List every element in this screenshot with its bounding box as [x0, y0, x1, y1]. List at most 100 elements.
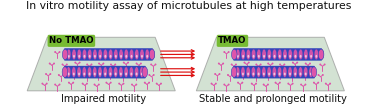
- Circle shape: [118, 52, 120, 54]
- Ellipse shape: [135, 67, 139, 77]
- Ellipse shape: [142, 67, 147, 77]
- Ellipse shape: [140, 67, 144, 77]
- Ellipse shape: [309, 49, 313, 60]
- Ellipse shape: [136, 73, 138, 75]
- Ellipse shape: [242, 55, 244, 58]
- Circle shape: [82, 50, 84, 52]
- Circle shape: [281, 72, 283, 74]
- Circle shape: [135, 84, 137, 85]
- Circle shape: [302, 73, 304, 75]
- Circle shape: [242, 82, 243, 84]
- Ellipse shape: [114, 49, 118, 60]
- Circle shape: [127, 62, 129, 64]
- Circle shape: [251, 50, 253, 52]
- Ellipse shape: [246, 67, 250, 77]
- FancyBboxPatch shape: [234, 48, 322, 60]
- Circle shape: [110, 82, 112, 84]
- FancyBboxPatch shape: [64, 48, 153, 60]
- Ellipse shape: [115, 55, 117, 58]
- Ellipse shape: [231, 49, 237, 60]
- Circle shape: [54, 51, 56, 53]
- Ellipse shape: [103, 49, 107, 60]
- Circle shape: [138, 51, 140, 53]
- Circle shape: [244, 72, 246, 74]
- Ellipse shape: [272, 67, 276, 77]
- Circle shape: [133, 73, 135, 75]
- Circle shape: [130, 50, 132, 52]
- Ellipse shape: [94, 73, 96, 75]
- Ellipse shape: [293, 49, 297, 60]
- Circle shape: [218, 73, 220, 75]
- Circle shape: [240, 72, 242, 74]
- Ellipse shape: [288, 49, 292, 60]
- Circle shape: [292, 62, 294, 64]
- Ellipse shape: [310, 73, 312, 75]
- Ellipse shape: [289, 55, 291, 58]
- Circle shape: [98, 63, 100, 64]
- Ellipse shape: [277, 67, 282, 77]
- Ellipse shape: [103, 67, 107, 77]
- Ellipse shape: [257, 49, 261, 60]
- Ellipse shape: [263, 73, 265, 75]
- Circle shape: [160, 83, 162, 85]
- Ellipse shape: [241, 67, 245, 77]
- Circle shape: [257, 74, 259, 76]
- Circle shape: [276, 72, 278, 74]
- Circle shape: [274, 82, 276, 84]
- Circle shape: [148, 82, 150, 84]
- Ellipse shape: [110, 55, 112, 58]
- Ellipse shape: [87, 67, 91, 77]
- Ellipse shape: [299, 73, 301, 75]
- Circle shape: [124, 74, 126, 76]
- Circle shape: [279, 64, 281, 65]
- Circle shape: [251, 83, 253, 85]
- Circle shape: [243, 62, 245, 64]
- Ellipse shape: [283, 67, 287, 77]
- Circle shape: [107, 72, 109, 74]
- Circle shape: [122, 83, 124, 85]
- Ellipse shape: [237, 73, 239, 75]
- Circle shape: [299, 50, 301, 52]
- Circle shape: [307, 51, 309, 53]
- Ellipse shape: [304, 49, 308, 60]
- Circle shape: [265, 73, 266, 75]
- Circle shape: [74, 62, 76, 64]
- Circle shape: [45, 73, 47, 75]
- Circle shape: [46, 83, 48, 85]
- Ellipse shape: [268, 55, 270, 58]
- Ellipse shape: [274, 55, 276, 58]
- Circle shape: [89, 52, 91, 54]
- Ellipse shape: [99, 73, 101, 75]
- Ellipse shape: [62, 67, 68, 77]
- Ellipse shape: [284, 55, 286, 58]
- Ellipse shape: [94, 55, 96, 58]
- Circle shape: [309, 63, 311, 64]
- Circle shape: [86, 83, 88, 85]
- Ellipse shape: [241, 49, 245, 60]
- Circle shape: [287, 52, 289, 54]
- Ellipse shape: [113, 67, 118, 77]
- Ellipse shape: [293, 67, 297, 77]
- Circle shape: [231, 74, 233, 76]
- Ellipse shape: [283, 49, 287, 60]
- Ellipse shape: [67, 49, 71, 60]
- Ellipse shape: [267, 49, 271, 60]
- Circle shape: [93, 52, 95, 54]
- Ellipse shape: [305, 73, 307, 75]
- Ellipse shape: [300, 55, 302, 58]
- Ellipse shape: [248, 55, 249, 58]
- Circle shape: [313, 82, 315, 84]
- Circle shape: [150, 64, 152, 65]
- Circle shape: [153, 74, 155, 76]
- Circle shape: [258, 52, 260, 54]
- Ellipse shape: [108, 49, 113, 60]
- Ellipse shape: [305, 55, 307, 58]
- Ellipse shape: [253, 73, 254, 75]
- Circle shape: [312, 51, 314, 53]
- Ellipse shape: [253, 55, 254, 58]
- Circle shape: [50, 73, 51, 75]
- Ellipse shape: [314, 49, 319, 60]
- Circle shape: [112, 72, 113, 74]
- Ellipse shape: [311, 67, 317, 77]
- Circle shape: [72, 82, 74, 84]
